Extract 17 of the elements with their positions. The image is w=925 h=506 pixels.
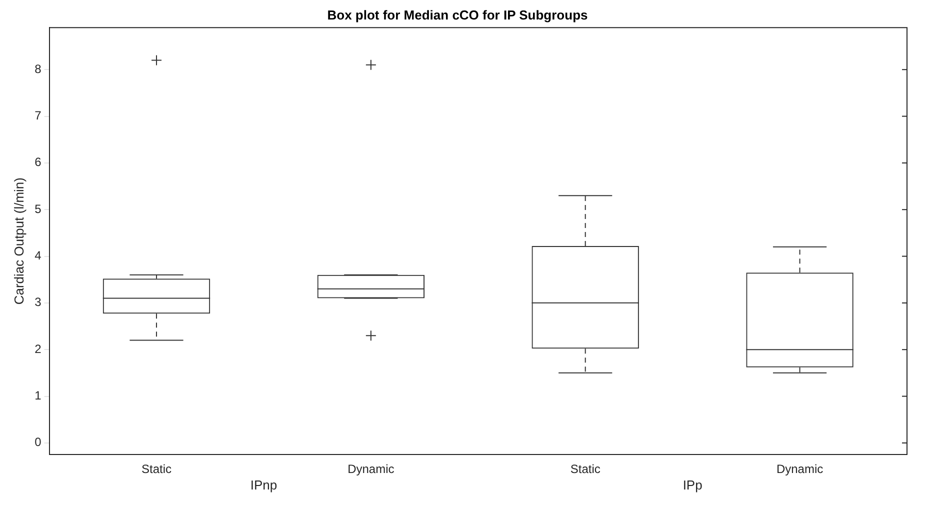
y-tick-label: 2 xyxy=(34,342,42,356)
y-tick-label: 3 xyxy=(34,295,42,310)
y-tick-label: 4 xyxy=(34,248,42,263)
y-tick-label: 6 xyxy=(34,155,42,170)
y-tick-label: 5 xyxy=(34,202,42,216)
y-tick-label: 0 xyxy=(34,435,42,450)
text: IPp xyxy=(682,478,702,493)
y-tick-label: 8 xyxy=(34,62,42,76)
y-tick-label: 7 xyxy=(34,108,42,123)
y-tick-label: 1 xyxy=(34,388,42,403)
x-tick-label: Static xyxy=(141,462,172,476)
x-tick-label: Static xyxy=(570,462,600,476)
text: IPnp xyxy=(250,478,278,493)
chart-title: Box plot for Median cCO for IP Subgroups xyxy=(327,7,588,22)
x-tick-label: Dynamic xyxy=(348,462,394,476)
x-tick-label: Dynamic xyxy=(776,462,824,476)
y-axis-title: Cardiac Output (l/min) xyxy=(11,178,26,305)
